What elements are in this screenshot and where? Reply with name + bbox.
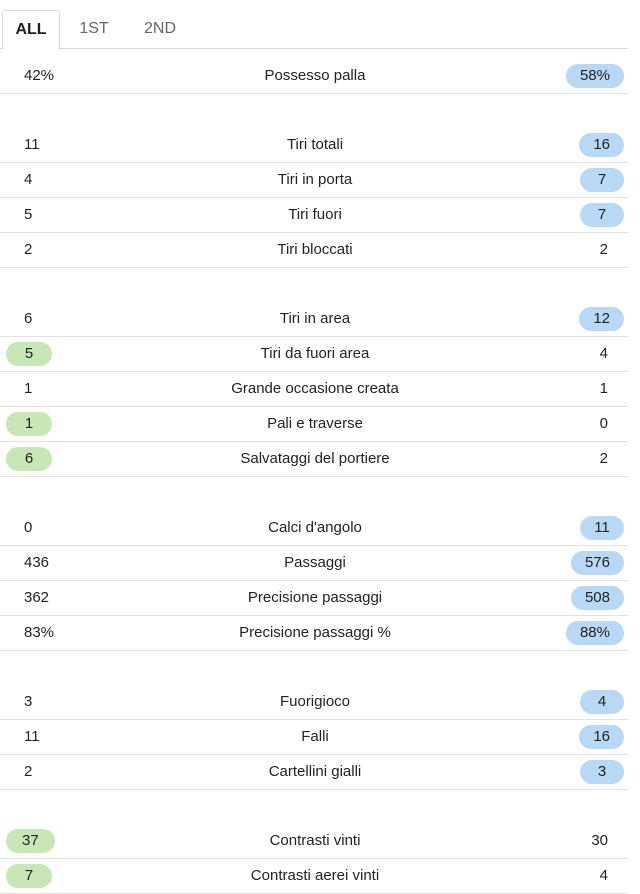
stat-row: 4 Tiri in porta 7 xyxy=(0,163,628,198)
group-spacer xyxy=(0,268,628,302)
stat-label: Salvataggi del portiere xyxy=(240,450,390,467)
home-value: 5 xyxy=(24,206,33,223)
home-value: 11 xyxy=(24,136,40,153)
stat-row: 436 Passaggi 576 xyxy=(0,546,628,581)
stat-label: Contrasti aerei vinti xyxy=(250,867,380,884)
stat-label: Cartellini gialli xyxy=(268,763,362,780)
away-value-highlight: 88% xyxy=(565,621,624,645)
stat-row: 7 Contrasti aerei vinti 4 xyxy=(0,859,628,894)
group-spacer xyxy=(0,790,628,824)
stat-row: 3 Fuorigioco 4 xyxy=(0,685,628,720)
stat-label: Tiri totali xyxy=(286,136,344,153)
period-tabs: ALL 1ST 2ND xyxy=(0,10,628,50)
home-value: 1 xyxy=(24,380,33,397)
stat-label: Passaggi xyxy=(284,554,346,571)
stat-label: Precisione passaggi % xyxy=(239,624,391,641)
away-value-highlight: 7 xyxy=(580,203,624,227)
stat-row: 11 Tiri totali 16 xyxy=(0,128,628,163)
away-value-highlight: 58% xyxy=(565,64,624,88)
home-value-highlight: 37 xyxy=(6,829,55,853)
stat-row: 83% Precisione passaggi % 88% xyxy=(0,616,628,651)
away-value-highlight: 16 xyxy=(579,133,624,157)
stat-label: Tiri bloccati xyxy=(277,241,353,258)
group-spacer xyxy=(0,94,628,128)
stats-table: 42% Possesso palla 58% 11 Tiri totali 16 4 Tiri… xyxy=(0,59,628,894)
stat-label: Tiri fuori xyxy=(288,206,342,223)
group-spacer xyxy=(0,651,628,685)
away-value-highlight: 4 xyxy=(580,690,624,714)
tab-2nd[interactable]: 2ND xyxy=(143,20,176,37)
home-value-highlight: 7 xyxy=(6,864,52,888)
stat-label: Contrasti vinti xyxy=(269,832,361,849)
away-value: 2 xyxy=(599,450,608,467)
away-value-highlight: 576 xyxy=(570,551,624,575)
tab-all[interactable]: ALL xyxy=(2,10,60,50)
home-value-highlight: 1 xyxy=(6,412,52,436)
stat-label: Precisione passaggi xyxy=(247,589,383,606)
home-value-highlight: 6 xyxy=(6,447,52,471)
home-value: 6 xyxy=(24,310,33,327)
away-value: 4 xyxy=(599,867,608,884)
home-value: 83% xyxy=(24,624,55,641)
stat-row: 5 Tiri da fuori area 4 xyxy=(0,337,628,372)
stat-label: Tiri da fuori area xyxy=(260,345,370,362)
stat-row: 2 Cartellini gialli 3 xyxy=(0,755,628,790)
away-value-highlight: 11 xyxy=(580,516,624,540)
stat-label: Calci d'angolo xyxy=(268,519,362,536)
away-value: 0 xyxy=(599,415,608,432)
stat-row: 0 Calci d'angolo 11 xyxy=(0,511,628,546)
group-spacer xyxy=(0,477,628,511)
away-value-highlight: 7 xyxy=(580,168,624,192)
home-value: 2 xyxy=(24,763,33,780)
home-value-highlight: 5 xyxy=(6,342,52,366)
home-value: 3 xyxy=(24,693,33,710)
stat-row: 1 Grande occasione creata 1 xyxy=(0,372,628,407)
away-value: 2 xyxy=(599,241,608,258)
away-value: 4 xyxy=(599,345,608,362)
away-value: 30 xyxy=(591,832,608,849)
stat-label: Grande occasione creata xyxy=(231,380,399,397)
stat-row: 1 Pali e traverse 0 xyxy=(0,407,628,442)
away-value-highlight: 16 xyxy=(579,725,624,749)
away-value-highlight: 508 xyxy=(570,586,624,610)
away-value-highlight: 12 xyxy=(579,307,624,331)
away-value-highlight: 3 xyxy=(580,760,624,784)
stat-row: 6 Salvataggi del portiere 2 xyxy=(0,442,628,477)
home-value: 4 xyxy=(24,171,33,188)
home-value: 0 xyxy=(24,519,33,536)
stat-row: 42% Possesso palla 58% xyxy=(0,59,628,94)
stat-label: Falli xyxy=(301,728,329,745)
stat-row: 2 Tiri bloccati 2 xyxy=(0,233,628,268)
stat-label: Tiri in porta xyxy=(277,171,353,188)
stat-row: 37 Contrasti vinti 30 xyxy=(0,824,628,859)
stat-row: 6 Tiri in area 12 xyxy=(0,302,628,337)
stat-label: Possesso palla xyxy=(264,67,366,84)
stat-label: Fuorigioco xyxy=(279,693,351,710)
stat-label: Tiri in area xyxy=(279,310,351,327)
home-value: 42% xyxy=(24,67,55,84)
stat-label: Pali e traverse xyxy=(267,415,363,432)
stat-row: 362 Precisione passaggi 508 xyxy=(0,581,628,616)
away-value: 1 xyxy=(599,380,608,397)
home-value: 11 xyxy=(24,728,40,745)
stat-row: 11 Falli 16 xyxy=(0,720,628,755)
tab-1st[interactable]: 1ST xyxy=(79,20,109,37)
home-value: 362 xyxy=(24,589,50,606)
home-value: 2 xyxy=(24,241,33,258)
stat-row: 5 Tiri fuori 7 xyxy=(0,198,628,233)
home-value: 436 xyxy=(24,554,50,571)
